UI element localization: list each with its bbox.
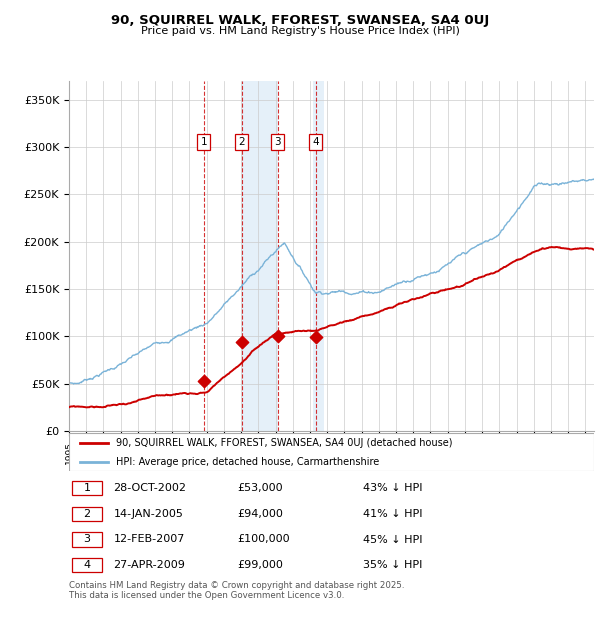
Text: 2: 2 <box>239 137 245 147</box>
Text: 4: 4 <box>83 560 91 570</box>
Point <box>311 332 320 342</box>
Point <box>199 376 209 386</box>
Text: 45% ↓ HPI: 45% ↓ HPI <box>363 534 422 544</box>
Text: 2: 2 <box>83 509 91 519</box>
Text: 14-JAN-2005: 14-JAN-2005 <box>113 509 184 519</box>
Text: 43% ↓ HPI: 43% ↓ HPI <box>363 484 422 494</box>
Text: 3: 3 <box>83 534 91 544</box>
Point <box>237 337 247 347</box>
Text: 90, SQUIRREL WALK, FFOREST, SWANSEA, SA4 0UJ: 90, SQUIRREL WALK, FFOREST, SWANSEA, SA4… <box>111 14 489 27</box>
Text: £99,000: £99,000 <box>237 560 283 570</box>
Text: £94,000: £94,000 <box>237 509 283 519</box>
Point <box>273 331 283 341</box>
Text: 1: 1 <box>83 484 91 494</box>
Text: HPI: Average price, detached house, Carmarthenshire: HPI: Average price, detached house, Carm… <box>116 456 380 467</box>
Text: 90, SQUIRREL WALK, FFOREST, SWANSEA, SA4 0UJ (detached house): 90, SQUIRREL WALK, FFOREST, SWANSEA, SA4… <box>116 438 453 448</box>
Text: 1: 1 <box>200 137 207 147</box>
Text: 12-FEB-2007: 12-FEB-2007 <box>113 534 185 544</box>
Text: 27-APR-2009: 27-APR-2009 <box>113 560 185 570</box>
Text: 35% ↓ HPI: 35% ↓ HPI <box>363 560 422 570</box>
Bar <box>313 81 324 431</box>
Text: £100,000: £100,000 <box>237 534 290 544</box>
Text: Price paid vs. HM Land Registry's House Price Index (HPI): Price paid vs. HM Land Registry's House … <box>140 26 460 36</box>
Text: 4: 4 <box>313 137 319 147</box>
Bar <box>242 81 278 431</box>
Bar <box>71 533 102 546</box>
Text: Contains HM Land Registry data © Crown copyright and database right 2025.
This d: Contains HM Land Registry data © Crown c… <box>69 581 404 600</box>
Text: 28-OCT-2002: 28-OCT-2002 <box>113 484 187 494</box>
Text: 41% ↓ HPI: 41% ↓ HPI <box>363 509 422 519</box>
Text: 3: 3 <box>274 137 281 147</box>
Bar <box>71 558 102 572</box>
Text: £53,000: £53,000 <box>237 484 283 494</box>
Bar <box>71 481 102 495</box>
Bar <box>71 507 102 521</box>
